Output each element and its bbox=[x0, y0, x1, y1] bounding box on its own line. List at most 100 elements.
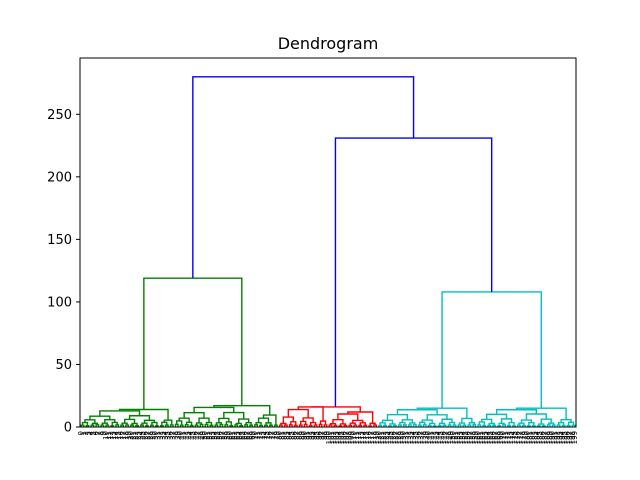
leaf-tick-label: 104 bbox=[335, 430, 343, 444]
leaf-tick-label: 121 bbox=[377, 431, 385, 444]
leaf-tick-label: 139 bbox=[422, 431, 430, 444]
leaf-tick-label: 32 bbox=[157, 431, 165, 440]
leaf-tick-label: 116 bbox=[365, 430, 373, 444]
leaf-tick-label: 144 bbox=[434, 430, 442, 444]
leaf-tick-label: 26 bbox=[142, 430, 150, 439]
leaf-tick-label: 77 bbox=[268, 431, 276, 440]
leaf-tick-label: 83 bbox=[283, 431, 291, 440]
leaf-tick-label: 25 bbox=[139, 431, 147, 440]
leaf-tick-label: 95 bbox=[313, 431, 321, 440]
leaf-tick-label: 0 bbox=[77, 431, 85, 435]
leaf-tick-label: 192 bbox=[553, 431, 561, 444]
leaf-tick-label: 172 bbox=[504, 431, 512, 444]
leaf-tick-label: 6 bbox=[92, 430, 100, 435]
dendrogram-link bbox=[381, 419, 394, 424]
dendrogram-link bbox=[358, 424, 363, 427]
leaf-tick-label: 75 bbox=[263, 431, 271, 440]
leaf-tick-label: 141 bbox=[427, 431, 435, 444]
leaf-tick-label: 117 bbox=[367, 431, 375, 444]
dendrogram-link bbox=[245, 422, 252, 426]
leaf-tick-label: 27 bbox=[144, 431, 152, 440]
dendrogram-link bbox=[521, 424, 526, 427]
leaf-tick-label: 107 bbox=[343, 431, 351, 444]
leaf-tick-label: 39 bbox=[174, 431, 182, 440]
leaf-tick-label: 182 bbox=[529, 431, 537, 444]
dendrogram-link bbox=[264, 424, 268, 427]
leaf-tick-label: 72 bbox=[256, 431, 264, 440]
leaf-tick-label: 156 bbox=[464, 430, 472, 444]
dendrogram-link bbox=[419, 421, 426, 426]
dendrogram-link bbox=[525, 413, 547, 421]
leaf-tick-label: 67 bbox=[243, 431, 251, 440]
leaf-tick-label: 4 bbox=[87, 430, 95, 435]
leaf-tick-label: 174 bbox=[509, 430, 517, 444]
dendrogram-link bbox=[462, 424, 467, 427]
leaf-tick-label: 74 bbox=[261, 430, 269, 439]
leaf-tick-label: 80 bbox=[276, 431, 284, 440]
dendrogram-link bbox=[123, 418, 136, 424]
leaf-tick-label: 81 bbox=[278, 431, 286, 440]
y-tick-label: 50 bbox=[55, 358, 72, 373]
leaf-tick-label: 55 bbox=[214, 431, 222, 440]
dendrogram-link bbox=[218, 417, 230, 423]
dendrogram-link bbox=[273, 424, 278, 427]
leaf-tick-label: 86 bbox=[291, 430, 299, 439]
dendrogram-link bbox=[229, 424, 234, 427]
dendrogram-link bbox=[561, 424, 566, 427]
dendrogram-link bbox=[422, 424, 427, 427]
dendrogram-link bbox=[437, 424, 442, 427]
dendrogram-link bbox=[386, 413, 409, 421]
leaf-tick-label: 114 bbox=[360, 430, 368, 444]
leaf-tick-label: 8 bbox=[97, 431, 105, 435]
leaf-tick-label: 193 bbox=[556, 431, 564, 444]
leaf-tick-label: 79 bbox=[273, 431, 281, 440]
leaf-tick-label: 111 bbox=[353, 431, 361, 444]
dendrogram-link bbox=[401, 419, 414, 423]
leaf-tick-label: 1 bbox=[80, 431, 88, 435]
leaf-tick-label: 167 bbox=[491, 431, 499, 444]
leaf-tick-label: 54 bbox=[211, 430, 219, 439]
dendrogram-link bbox=[571, 424, 576, 427]
leaf-tick-label: 153 bbox=[457, 431, 465, 444]
leaf-tick-label: 96 bbox=[315, 430, 323, 439]
dendrogram-link bbox=[347, 411, 374, 424]
leaf-tick-label: 2 bbox=[82, 431, 90, 435]
dendrogram-link bbox=[225, 421, 232, 426]
leaf-tick-label: 158 bbox=[469, 431, 477, 444]
leaf-tick-label: 197 bbox=[566, 431, 574, 444]
dendrogram-link bbox=[383, 424, 387, 427]
leaf-tick-label: 109 bbox=[348, 431, 356, 444]
leaf-tick-label: 92 bbox=[305, 431, 313, 440]
dendrogram-link bbox=[141, 422, 148, 426]
leaf-tick-label: 168 bbox=[494, 431, 502, 444]
leaf-tick-label: 125 bbox=[387, 431, 395, 444]
leaf-tick-label: 152 bbox=[454, 431, 462, 444]
leaf-tick-label: 180 bbox=[524, 431, 532, 444]
leaf-tick-label: 134 bbox=[410, 430, 418, 444]
leaf-tick-label: 159 bbox=[472, 431, 480, 444]
dendrogram-link bbox=[348, 424, 353, 427]
leaf-tick-label: 41 bbox=[179, 431, 187, 440]
leaf-tick-label: 131 bbox=[402, 431, 410, 444]
y-tick-label: 150 bbox=[47, 233, 72, 248]
leaf-tick-label: 138 bbox=[419, 431, 427, 444]
leaf-tick-label: 66 bbox=[241, 430, 249, 439]
leaf-tick-label: 34 bbox=[162, 430, 170, 439]
leaf-tick-label: 94 bbox=[310, 430, 318, 439]
y-tick-label: 100 bbox=[47, 295, 72, 310]
leaf-tick-label: 155 bbox=[462, 431, 470, 444]
leaf-tick-label: 112 bbox=[355, 431, 363, 444]
leaf-tick-label: 164 bbox=[484, 430, 492, 444]
dendrogram-link bbox=[487, 424, 492, 427]
dendrogram-link bbox=[310, 406, 361, 412]
leaf-tick-label: 42 bbox=[181, 431, 189, 440]
leaf-tick-label: 142 bbox=[429, 431, 437, 444]
dendrogram-link bbox=[497, 425, 502, 427]
dendrogram-link bbox=[447, 424, 452, 427]
leaf-tick-label: 148 bbox=[444, 431, 452, 444]
dendrogram-link bbox=[194, 424, 199, 427]
y-axis: 0 50 100 150 200 250 bbox=[47, 108, 80, 436]
dendrogram-link bbox=[235, 422, 242, 426]
leaf-tick-label: 126 bbox=[390, 430, 398, 444]
dendrogram-link bbox=[298, 424, 303, 427]
